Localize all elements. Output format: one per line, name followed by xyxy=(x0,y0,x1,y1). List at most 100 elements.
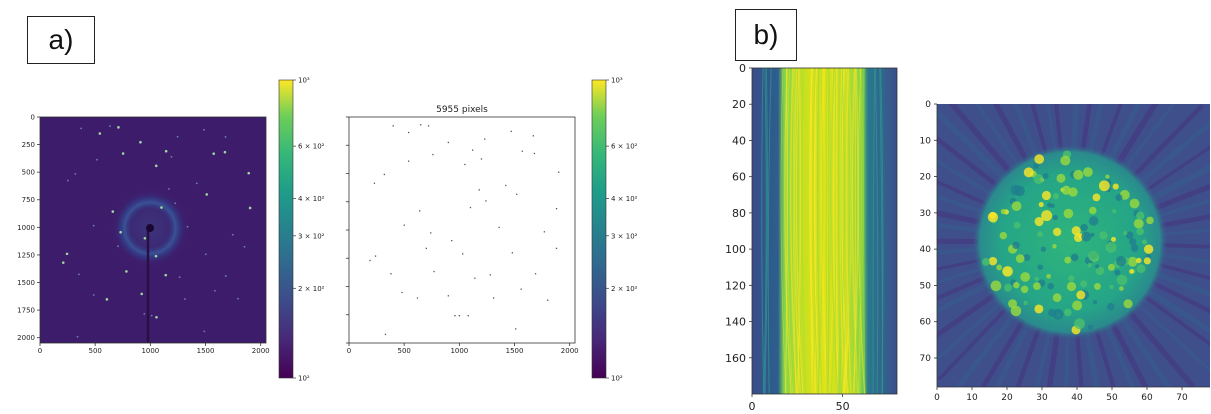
reconstruction-streak xyxy=(937,264,990,284)
reconstruction-streak xyxy=(937,257,988,271)
sinogram-xtick-label: 50 xyxy=(836,400,850,413)
reconstruction-blob xyxy=(1034,154,1045,165)
diffraction-xtick-label: 1500 xyxy=(197,347,215,355)
sinogram-streak xyxy=(810,68,814,394)
bragg-spot xyxy=(66,179,69,182)
sparse-pixel-point xyxy=(543,231,546,233)
reconstruction-blob xyxy=(1020,285,1029,294)
diffraction-ytick-label: 0 xyxy=(31,113,35,121)
reconstruction-blob xyxy=(1052,193,1060,200)
reconstruction-blob xyxy=(1068,187,1078,197)
reconstruction-blob xyxy=(1094,264,1100,269)
sparse-xtick-label: 1500 xyxy=(506,347,524,355)
reconstruction-xtick-label: 60 xyxy=(1141,393,1153,403)
reconstruction-blob xyxy=(1020,272,1031,282)
sinogram-streaks xyxy=(761,68,884,394)
bragg-spot xyxy=(92,224,95,227)
bragg-spot xyxy=(195,182,198,185)
reconstruction-blob xyxy=(987,211,999,223)
sparse-pixel-point xyxy=(484,138,486,140)
reconstruction-blob xyxy=(1076,290,1086,300)
sparse-pixel-point xyxy=(454,315,456,317)
sparse-pixel-point xyxy=(558,171,560,173)
reconstruction-streak xyxy=(1064,326,1070,387)
colorbar-tick-label: 10² xyxy=(611,375,623,383)
sparse-pixel-point xyxy=(555,247,558,250)
reconstruction-blob xyxy=(1023,167,1034,178)
sparse-plot-axes: 0 500 1000 1500 2000 xyxy=(346,116,579,355)
sparse-pixel-point xyxy=(510,130,512,133)
reconstruction-blob xyxy=(1033,282,1041,290)
reconstruction-streak xyxy=(1127,104,1204,183)
reconstruction-blob xyxy=(1034,276,1039,281)
reconstruction-blob xyxy=(1052,214,1058,221)
bragg-spots xyxy=(61,125,252,338)
reconstruction-streak xyxy=(1119,104,1176,175)
sinogram-axes: 0 50 0 20 40 60 80 100 120 140 160 xyxy=(725,62,850,413)
diffraction-ytick-label: 1250 xyxy=(17,251,35,259)
reconstruction-blob xyxy=(1110,236,1117,242)
reconstruction-streak xyxy=(937,222,986,234)
reconstruction-image xyxy=(937,104,1210,387)
reconstruction-blob xyxy=(1064,308,1072,317)
reconstruction-streak xyxy=(937,179,994,209)
reconstruction-blob xyxy=(1109,284,1114,290)
bragg-spot xyxy=(248,206,252,210)
reconstruction-streak xyxy=(1112,104,1159,172)
reconstruction-blob xyxy=(1068,275,1075,282)
sparse-pixel-point xyxy=(374,255,377,257)
sparse-pixel-point xyxy=(427,125,430,127)
sinogram-streak xyxy=(789,68,798,394)
diffraction-ytick-label: 2000 xyxy=(17,334,35,342)
reconstruction-streak xyxy=(993,104,1033,169)
sparse-pixel-point xyxy=(369,259,371,262)
sparse-pixel-plot xyxy=(348,116,576,344)
bragg-spot xyxy=(237,297,239,300)
bragg-spot xyxy=(80,127,83,130)
reconstruction-blob xyxy=(1088,206,1097,215)
reconstruction-blob xyxy=(1013,281,1020,289)
bragg-spot xyxy=(117,245,119,248)
reconstruction-streak xyxy=(1015,321,1044,387)
sinogram-streak xyxy=(879,68,884,394)
reconstruction-blob xyxy=(1041,190,1051,201)
reconstruction-streak xyxy=(1140,284,1210,334)
sparse-pixel-point xyxy=(403,224,405,226)
reconstruction-streak xyxy=(980,313,1029,387)
reconstruction-ytick-label: 30 xyxy=(920,209,932,219)
reconstruction-blob xyxy=(1114,269,1121,276)
bragg-spot xyxy=(224,136,227,138)
reconstruction-streak xyxy=(974,104,1024,173)
reconstruction-streak xyxy=(1148,269,1210,297)
reconstruction-blob xyxy=(1034,217,1044,227)
colorbar-tick-label: 3 × 10² xyxy=(298,232,325,240)
reconstruction-blob xyxy=(1136,227,1144,236)
bragg-spot xyxy=(164,273,168,277)
reconstruction-blob xyxy=(1023,300,1028,306)
sparse-pixel-point xyxy=(515,328,517,330)
bragg-spot xyxy=(78,273,80,276)
reconstruction-blob xyxy=(1092,300,1098,305)
colorbar-tick-label: 4 × 10² xyxy=(298,195,325,203)
bragg-spot xyxy=(139,140,142,144)
bragg-spot xyxy=(154,254,158,258)
bragg-spot xyxy=(61,261,65,264)
reconstruction-blob xyxy=(1116,256,1127,267)
sinogram-ytick-label: 160 xyxy=(725,352,746,365)
reconstruction-blob xyxy=(1040,246,1047,252)
reconstruction-blob xyxy=(1083,167,1093,177)
reconstruction-streak xyxy=(994,316,1034,387)
reconstruction-blob xyxy=(1023,254,1031,261)
reconstruction-blob xyxy=(1070,253,1079,262)
reconstruction-blob xyxy=(1052,293,1062,303)
reconstruction-blob xyxy=(1000,208,1007,215)
bragg-spot xyxy=(150,314,153,317)
bragg-spot xyxy=(203,128,206,131)
sparse-xtick-label: 1000 xyxy=(450,347,468,355)
reconstruction-streak xyxy=(937,278,996,314)
colorbar-tick-label: 2 × 10² xyxy=(298,285,325,293)
reconstruction-blob xyxy=(1112,209,1117,214)
reconstruction-blob xyxy=(1088,216,1099,226)
reconstruction-blob xyxy=(1080,223,1088,232)
bragg-spot xyxy=(76,335,79,338)
